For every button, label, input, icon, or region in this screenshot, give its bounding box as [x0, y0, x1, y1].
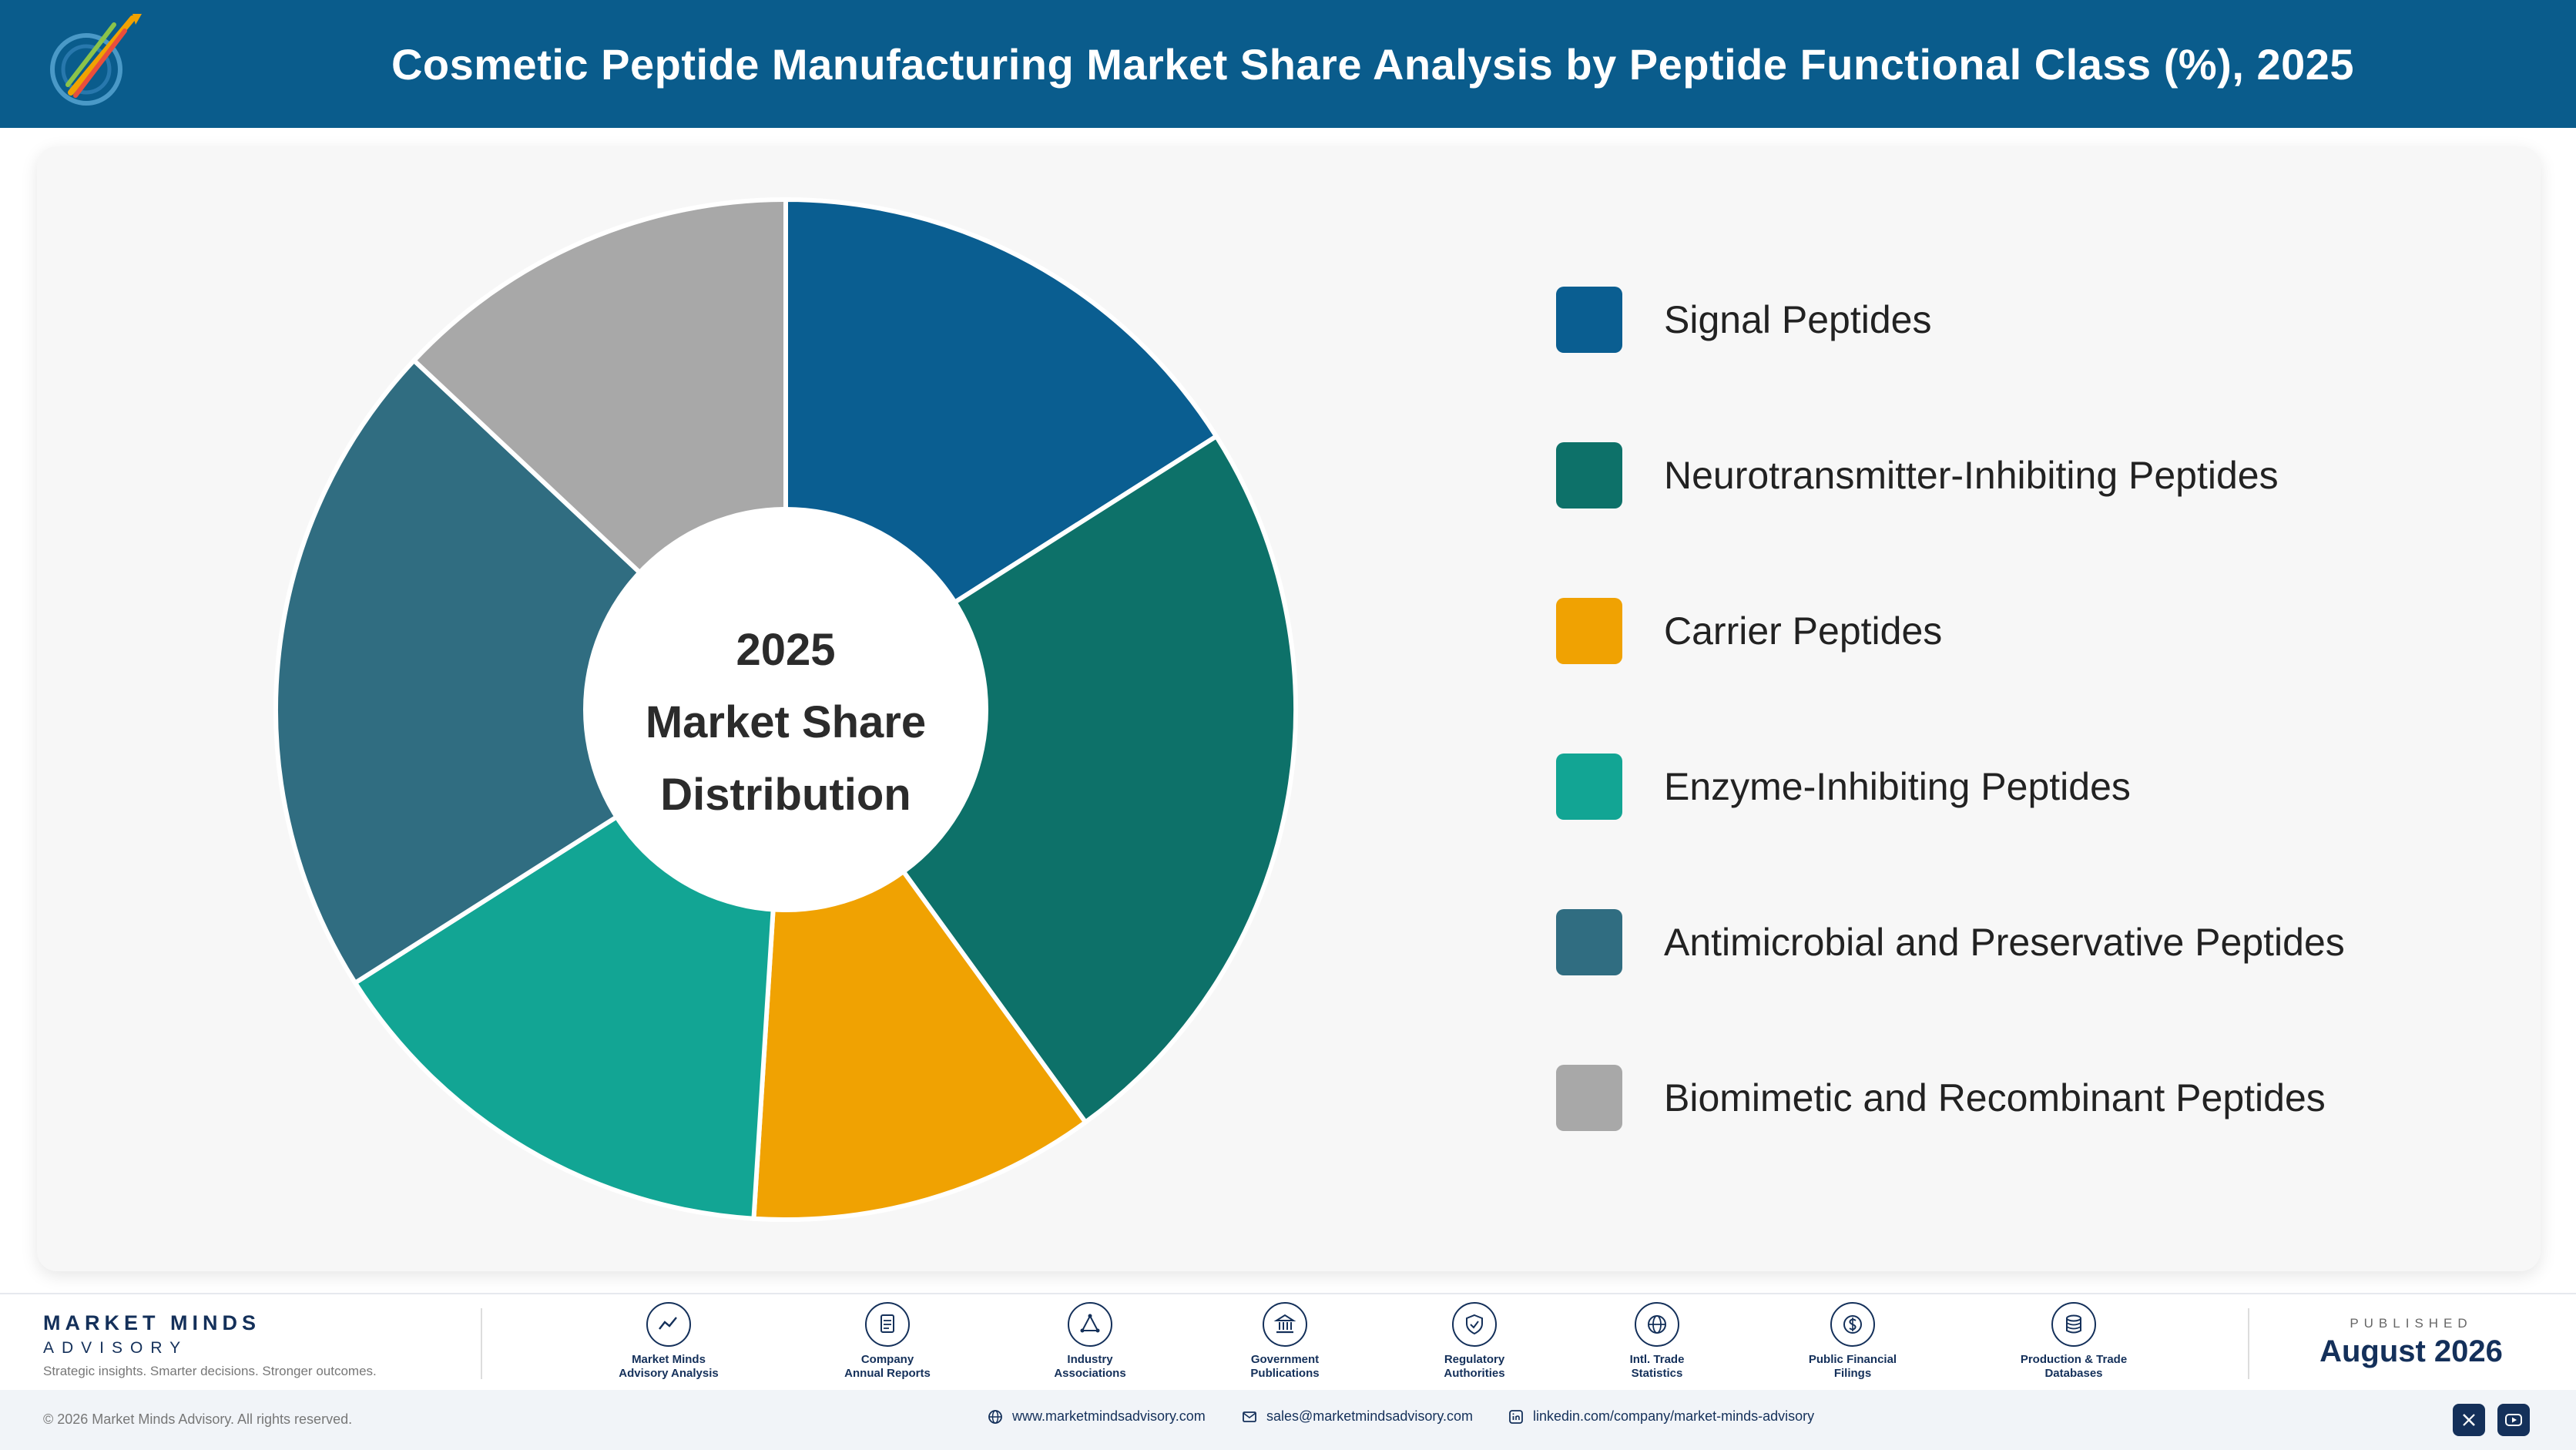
x-social-button[interactable]	[2453, 1404, 2485, 1436]
source-label: Production & Trade Databases	[2020, 1353, 2128, 1380]
legend-swatch	[1556, 909, 1622, 975]
pie-slice-antimicrobial-and-preservative-peptides	[273, 357, 790, 986]
government-building-icon	[1263, 1302, 1307, 1347]
email-text: sales@marketmindsadvisory.com	[1266, 1408, 1474, 1424]
source-item: Industry Associations	[1005, 1302, 1175, 1381]
company-logo-icon	[50, 14, 142, 106]
legend-item: Antimicrobial and Preservative Peptides	[1556, 908, 2519, 977]
header-bar: Cosmetic Peptide Manufacturing Market Sh…	[0, 0, 2576, 128]
linkedin-icon	[1509, 1409, 1523, 1424]
legend-swatch	[1556, 598, 1622, 664]
globe-icon	[988, 1409, 1002, 1424]
legend-swatch	[1556, 442, 1622, 509]
legend-item: Carrier Peptides	[1556, 596, 2519, 666]
source-item: Public Financial Filings	[1768, 1302, 1937, 1381]
chart-line-icon	[646, 1302, 691, 1347]
source-label: Public Financial Filings	[1808, 1353, 1897, 1380]
center-label-line-3: Distribution	[660, 770, 911, 820]
center-label-year: 2025	[736, 625, 835, 675]
source-label: Regulatory Authorities	[1444, 1353, 1505, 1380]
divider	[481, 1308, 482, 1379]
divider	[2248, 1308, 2249, 1379]
legend-item: Enzyme-Inhibiting Peptides	[1556, 752, 2519, 821]
brand-tagline: Strategic insights. Smarter decisions. S…	[43, 1364, 377, 1378]
network-icon	[1068, 1302, 1112, 1347]
database-icon	[2051, 1302, 2096, 1347]
legend-swatch	[1556, 754, 1622, 820]
published-label: PUBLISHED	[2350, 1316, 2473, 1331]
page-title: Cosmetic Peptide Manufacturing Market Sh…	[391, 39, 2355, 89]
linkedin-text: linkedin.com/company/market-minds-adviso…	[1533, 1408, 1815, 1424]
pie-slice-neurotransmitter-inhibiting-peptides	[782, 433, 1298, 1126]
linkedin-link[interactable]: linkedin.com/company/market-minds-adviso…	[1508, 1408, 1814, 1425]
globe-icon	[1635, 1302, 1679, 1347]
donut-chart: 2025 Market Share Distribution	[273, 200, 1298, 1220]
source-item: Regulatory Authorities	[1390, 1302, 1559, 1381]
legend-item: Biomimetic and Recombinant Peptides	[1556, 1063, 2519, 1133]
legend-swatch	[1556, 1065, 1622, 1131]
source-label: Market Minds Advisory Analysis	[619, 1353, 719, 1380]
legend-label: Carrier Peptides	[1664, 609, 1943, 653]
x-logo-icon	[2463, 1414, 2475, 1426]
email-link[interactable]: sales@marketmindsadvisory.com	[1242, 1408, 1473, 1425]
document-icon	[865, 1302, 910, 1347]
source-item: Market Minds Advisory Analysis	[584, 1302, 753, 1381]
website-link[interactable]: www.marketmindsadvisory.com	[988, 1408, 1206, 1425]
youtube-social-button[interactable]	[2497, 1404, 2530, 1436]
mail-icon	[1243, 1411, 1256, 1422]
legend-swatch	[1556, 287, 1622, 353]
brand-name: MARKET MINDS	[43, 1311, 260, 1334]
shield-check-icon	[1452, 1302, 1497, 1347]
copyright-text: © 2026 Market Minds Advisory. All rights…	[43, 1411, 353, 1427]
dollar-coin-icon	[1830, 1302, 1875, 1347]
source-label: Industry Associations	[1054, 1353, 1126, 1380]
published-date: August 2026	[2319, 1334, 2503, 1368]
source-item: Production & Trade Databases	[1989, 1302, 2158, 1381]
source-item: Company Annual Reports	[803, 1302, 972, 1381]
legend-label: Biomimetic and Recombinant Peptides	[1664, 1076, 2326, 1119]
legend-label: Neurotransmitter-Inhibiting Peptides	[1664, 454, 2279, 497]
source-label: Intl. Trade Statistics	[1629, 1353, 1685, 1380]
legend-label: Signal Peptides	[1664, 298, 1932, 341]
website-text: www.marketmindsadvisory.com	[1012, 1408, 1206, 1424]
bottom-bar: © 2026 Market Minds Advisory. All rights…	[0, 1390, 2576, 1450]
center-label-line-2: Market Share	[646, 697, 926, 747]
source-label: Government Publications	[1250, 1353, 1320, 1380]
footer: MARKET MINDS ADVISORY Strategic insights…	[0, 1293, 2576, 1390]
source-item: Government Publications	[1200, 1302, 1370, 1381]
source-item: Intl. Trade Statistics	[1572, 1302, 1742, 1381]
donut-hole	[583, 507, 988, 912]
source-label: Company Annual Reports	[844, 1353, 931, 1380]
youtube-icon	[2505, 1414, 2522, 1426]
legend-item: Signal Peptides	[1556, 285, 2519, 354]
legend-item: Neurotransmitter-Inhibiting Peptides	[1556, 441, 2519, 510]
brand-subtitle: ADVISORY	[43, 1339, 189, 1357]
legend-label: Enzyme-Inhibiting Peptides	[1664, 765, 2131, 808]
legend-label: Antimicrobial and Preservative Peptides	[1664, 921, 2345, 964]
